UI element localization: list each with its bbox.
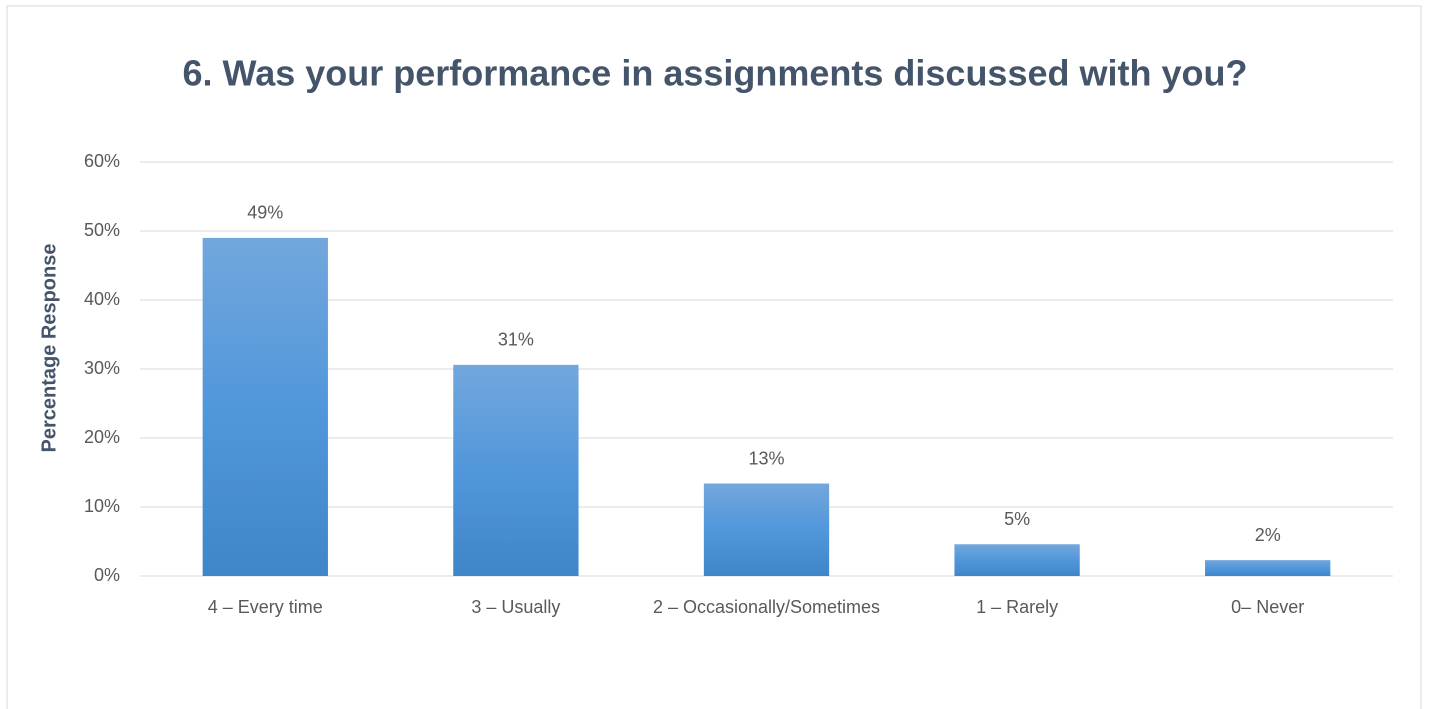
x-tick-label: 0– Never — [1231, 597, 1304, 617]
y-axis-label: Percentage Response — [38, 244, 60, 453]
y-tick-label: 40% — [84, 289, 120, 309]
bar — [202, 237, 328, 576]
bar — [703, 483, 830, 576]
x-tick-label: 3 – Usually — [471, 597, 560, 617]
y-tick-label: 60% — [84, 151, 120, 171]
bar — [954, 544, 1080, 576]
y-tick-label: 10% — [84, 496, 120, 516]
y-tick-label: 30% — [84, 358, 120, 378]
data-label: 31% — [498, 330, 534, 350]
chart-title: 6. Was your performance in assignments d… — [183, 53, 1248, 94]
y-tick-label: 0% — [94, 565, 120, 585]
x-tick-label: 4 – Every time — [208, 597, 323, 617]
y-tick-label: 50% — [84, 220, 120, 240]
bar — [1205, 560, 1331, 576]
data-label: 13% — [748, 448, 784, 468]
data-label: 5% — [1004, 509, 1030, 529]
bar — [453, 364, 579, 576]
data-label: 49% — [247, 203, 283, 223]
x-tick-label: 1 – Rarely — [976, 597, 1058, 617]
data-label: 2% — [1255, 525, 1281, 545]
y-tick-label: 20% — [84, 427, 120, 447]
x-tick-label: 2 – Occasionally/Sometimes — [653, 597, 880, 617]
